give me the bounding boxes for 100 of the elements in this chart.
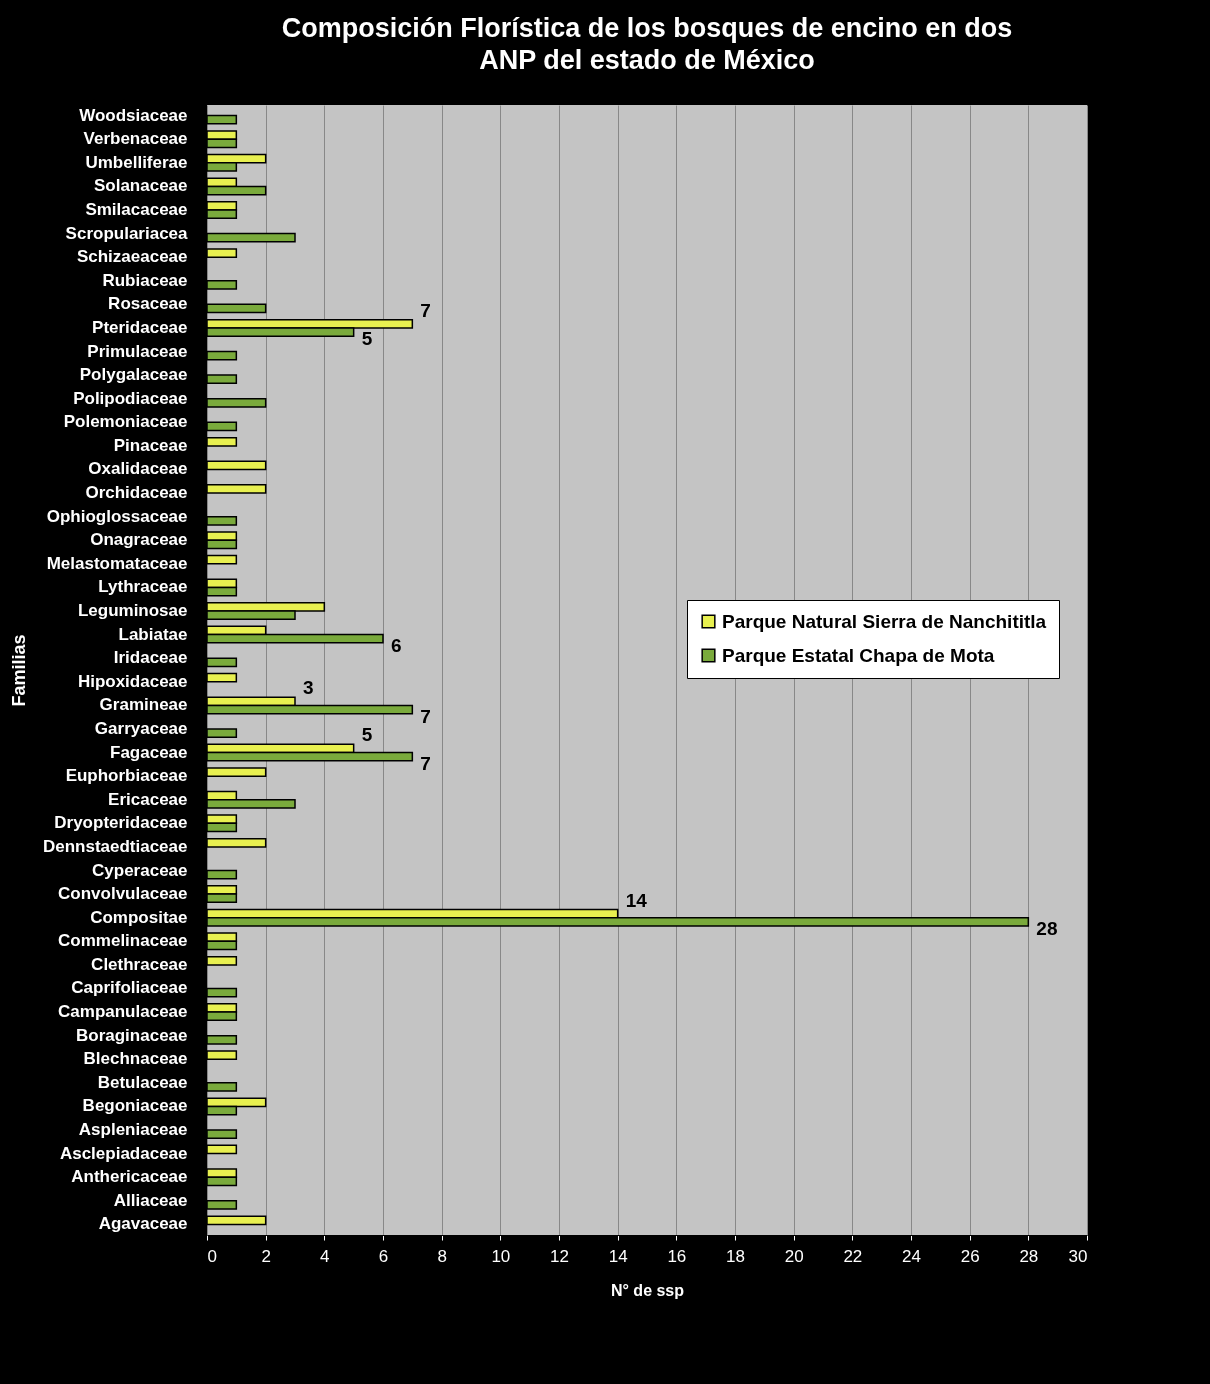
x-tick-label: 22 (843, 1246, 863, 1266)
data-label: 7 (420, 705, 431, 727)
y-tick-label: Smilacaceae (85, 199, 188, 219)
bar (206, 837, 267, 848)
x-tick-label: 28 (1019, 1246, 1039, 1266)
y-tick-label: Anthericaceae (71, 1167, 188, 1187)
y-tick-label: Solanaceae (93, 176, 188, 196)
y-tick-label: Boraginaceae (76, 1025, 188, 1045)
bar (206, 232, 296, 243)
bar (206, 484, 267, 494)
data-label: 28 (1036, 917, 1058, 939)
x-tick-label: 6 (378, 1246, 389, 1266)
y-tick-label: Rosaceae (108, 294, 188, 314)
y-tick-label: Verbenaceae (83, 129, 188, 149)
bar (206, 672, 238, 683)
y-tick-label: Campanulaceae (58, 1002, 188, 1022)
y-tick-label: Caprifoliaceae (71, 978, 188, 998)
bar (206, 869, 238, 880)
y-tick-label: Clethraceae (91, 954, 188, 974)
x-tick-label: 14 (608, 1246, 628, 1266)
bar (206, 1200, 238, 1210)
bar (206, 280, 238, 290)
data-label: 5 (361, 328, 373, 350)
y-tick-label: Orchidaceae (85, 483, 188, 503)
y-tick-label: Garryaceae (94, 718, 188, 738)
y-tick-label: Rubiaceae (102, 270, 188, 290)
y-tick-label: Primulaceae (87, 341, 188, 361)
y-tick-label: Agavaceae (98, 1214, 188, 1234)
bar (206, 515, 238, 526)
y-tick-label: Onagraceae (90, 530, 188, 550)
y-tick-label: Fagaceae (110, 742, 188, 762)
x-tick-label: 26 (960, 1246, 980, 1266)
y-tick-label: Woodsiaceae (79, 105, 188, 125)
bar (206, 397, 267, 408)
x-tick-label: 30 (1068, 1246, 1088, 1266)
y-tick-label: Pteridaceae (92, 317, 188, 337)
y-axis-title: Familias (8, 634, 29, 707)
y-tick-label: Hipoxidaceae (77, 671, 188, 691)
bar (206, 421, 238, 432)
bar (206, 1129, 238, 1140)
x-tick-label: 0 (207, 1246, 217, 1266)
bar (206, 114, 238, 125)
y-tick-label: Begoniaceae (82, 1096, 188, 1116)
bar (206, 554, 238, 565)
data-label: 7 (420, 299, 431, 321)
bar (206, 955, 238, 966)
bar (206, 303, 267, 314)
y-tick-label: Gramineae (99, 695, 188, 715)
y-tick-label: Aspleniaceae (78, 1120, 188, 1140)
y-tick-label: Dryopteridaceae (54, 813, 188, 833)
y-tick-label: Scropulariacea (65, 223, 189, 243)
x-tick-label: 4 (320, 1246, 330, 1266)
y-tick-label: Iridaceae (113, 648, 188, 668)
y-tick-label: Compositae (90, 907, 188, 927)
legend-label: Parque Estatal Chapa de Mota (722, 644, 995, 666)
bar (206, 1215, 267, 1226)
y-tick-label: Melastomataceae (46, 553, 188, 573)
x-tick-label: 20 (784, 1246, 804, 1266)
x-axis-title: N° de ssp (610, 1281, 685, 1299)
y-tick-label: Umbelliferae (85, 152, 188, 172)
y-tick-label: Euphorbiaceae (65, 766, 188, 786)
y-tick-label: Schizaeaceae (76, 247, 188, 267)
data-label: 14 (625, 889, 648, 911)
y-tick-label: Pinaceae (113, 435, 188, 455)
y-tick-label: Polemoniaceae (63, 412, 188, 432)
y-tick-label: Labiatae (118, 624, 188, 644)
y-tick-label: Betulaceae (97, 1072, 188, 1092)
y-tick-label: Blechnaceae (83, 1049, 188, 1069)
y-tick-label: Ericaceae (108, 789, 188, 809)
x-tick-label: 2 (261, 1246, 271, 1266)
y-tick-label: Asclepiadaceae (59, 1143, 188, 1163)
y-tick-label: Commelinaceae (58, 931, 188, 951)
bar (206, 374, 238, 385)
y-tick-label: Ophioglossaceae (46, 506, 188, 526)
bar (206, 1144, 238, 1155)
bar (206, 1050, 238, 1060)
bar (206, 987, 238, 998)
chart-title: Composición Florística de los bosques de encino en dos ANP del estado de México (281, 13, 1013, 75)
y-tick-label: Polipodiaceae (73, 388, 188, 408)
y-tick-label: Alliaceae (113, 1190, 188, 1210)
x-tick-label: 16 (667, 1246, 687, 1266)
y-tick-label: Cyperaceae (92, 860, 188, 880)
bar (206, 350, 238, 361)
bar (206, 728, 238, 738)
x-tick-label: 8 (437, 1246, 447, 1266)
bar (206, 436, 238, 447)
x-tick-label: 24 (902, 1246, 921, 1266)
data-label: 7 (420, 752, 431, 774)
y-tick-label: Oxalidaceae (88, 459, 188, 479)
legend-label: Parque Natural Sierra de Nanchititla (722, 610, 1047, 632)
data-label: 5 (361, 724, 373, 746)
x-tick-label: 12 (550, 1246, 569, 1266)
y-tick-label: Leguminosae (77, 601, 188, 621)
x-tick-label: 18 (726, 1246, 745, 1266)
bar (206, 248, 238, 258)
y-tick-label: Polygalaceae (79, 365, 188, 385)
y-tick-label: Dennstaedtiaceae (42, 836, 188, 856)
data-label: 3 (303, 677, 314, 699)
bar (206, 1082, 238, 1092)
bar (206, 1034, 238, 1045)
